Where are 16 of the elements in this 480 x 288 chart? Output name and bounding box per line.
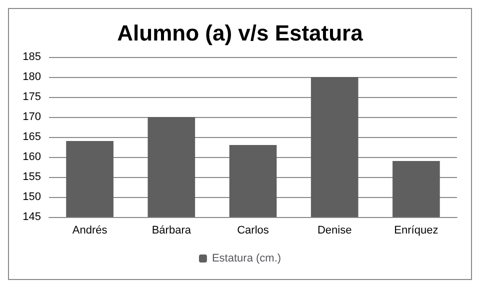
y-tick-label: 185 bbox=[22, 51, 41, 63]
y-tick-label: 165 bbox=[22, 131, 41, 143]
y-tick-label: 180 bbox=[22, 71, 41, 83]
x-tick-label: Denise bbox=[317, 224, 352, 236]
x-tick-label: Enríquez bbox=[394, 224, 438, 236]
y-tick-label: 175 bbox=[22, 91, 41, 103]
y-tick-label: 155 bbox=[22, 171, 41, 183]
x-tick-label: Andrés bbox=[72, 224, 108, 236]
y-tick-label: 150 bbox=[22, 191, 41, 203]
y-tick-label: 160 bbox=[22, 151, 41, 163]
x-tick-label: Carlos bbox=[237, 224, 270, 236]
legend-label: Estatura (cm.) bbox=[212, 252, 282, 264]
y-tick-label: 145 bbox=[22, 211, 41, 223]
x-tick-label: Bárbara bbox=[152, 224, 192, 236]
chart-title: Alumno (a) v/s Estatura bbox=[117, 20, 364, 46]
y-tick-label: 170 bbox=[22, 111, 41, 123]
